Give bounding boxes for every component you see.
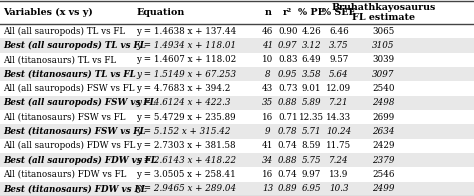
Text: 11.75: 11.75 [326, 141, 352, 150]
Text: y = 1.5149 x + 67.253: y = 1.5149 x + 67.253 [137, 70, 237, 79]
Text: Best (titanosaurs) FSW vs FL: Best (titanosaurs) FSW vs FL [3, 127, 146, 136]
Text: y = 4.7683 x + 394.2: y = 4.7683 x + 394.2 [137, 84, 231, 93]
Text: 13.9: 13.9 [329, 170, 348, 179]
Text: 0.73: 0.73 [278, 84, 298, 93]
Text: 3105: 3105 [372, 41, 395, 50]
Text: Variables (x vs y): Variables (x vs y) [3, 8, 92, 17]
Text: 3.12: 3.12 [301, 41, 321, 50]
Text: 16: 16 [262, 113, 273, 122]
Text: % PE: % PE [298, 8, 325, 17]
Text: 0.78: 0.78 [278, 127, 298, 136]
Text: 9.57: 9.57 [329, 55, 348, 64]
Text: 3039: 3039 [373, 55, 394, 64]
Text: 35: 35 [262, 98, 273, 107]
Text: y = 2.9465 x + 289.04: y = 2.9465 x + 289.04 [137, 184, 237, 193]
Text: Equation: Equation [137, 8, 185, 17]
Text: 8: 8 [265, 70, 271, 79]
Bar [0, 67, 474, 81]
Text: Best (all sauropods) FDW vs FL: Best (all sauropods) FDW vs FL [3, 156, 157, 165]
Text: y = 5.4729 x + 235.89: y = 5.4729 x + 235.89 [137, 113, 236, 122]
Text: 2429: 2429 [372, 141, 395, 150]
Bar [0, 38, 474, 53]
Text: 2379: 2379 [372, 156, 395, 165]
Text: 5.75: 5.75 [301, 156, 321, 165]
Text: r²: r² [283, 8, 292, 17]
Text: 4.26: 4.26 [301, 26, 321, 35]
Text: 8.59: 8.59 [302, 141, 321, 150]
Text: 0.97: 0.97 [278, 41, 298, 50]
Text: All (titanosaurs) FDW vs FL: All (titanosaurs) FDW vs FL [3, 170, 126, 179]
Text: 0.71: 0.71 [278, 113, 298, 122]
Text: n: n [264, 8, 271, 17]
Text: 46: 46 [262, 26, 273, 35]
Text: 7.21: 7.21 [329, 98, 349, 107]
Text: Best (titanosaurs) FDW vs FL: Best (titanosaurs) FDW vs FL [3, 184, 147, 193]
Text: 0.74: 0.74 [278, 170, 298, 179]
Text: 0.74: 0.74 [278, 141, 298, 150]
Text: 41: 41 [262, 41, 273, 50]
Text: 5.89: 5.89 [301, 98, 321, 107]
Text: 5.64: 5.64 [329, 70, 349, 79]
Text: 2699: 2699 [373, 113, 394, 122]
Text: 0.83: 0.83 [278, 55, 298, 64]
Text: 7.24: 7.24 [329, 156, 349, 165]
Text: 9: 9 [265, 127, 271, 136]
Text: All (titanosaurs) TL vs FL: All (titanosaurs) TL vs FL [3, 55, 116, 64]
Text: 3097: 3097 [372, 70, 395, 79]
Text: Best (titanosaurs) TL vs FL: Best (titanosaurs) TL vs FL [3, 70, 136, 79]
Text: Bruhathkayosaurus
FL estimate: Bruhathkayosaurus FL estimate [331, 3, 436, 22]
Text: 3065: 3065 [373, 26, 394, 35]
Text: y = 4.6124 x + 422.3: y = 4.6124 x + 422.3 [137, 98, 231, 107]
Text: 13: 13 [262, 184, 273, 193]
Text: 0.95: 0.95 [278, 70, 298, 79]
Text: 34: 34 [262, 156, 273, 165]
Text: y = 2.7303 x + 381.58: y = 2.7303 x + 381.58 [137, 141, 236, 150]
Bar [0, 124, 474, 139]
Text: % SEE: % SEE [322, 8, 356, 17]
Text: 2498: 2498 [372, 98, 395, 107]
Text: y = 3.0505 x + 258.41: y = 3.0505 x + 258.41 [137, 170, 236, 179]
Bar [0, 96, 474, 110]
Text: 6.49: 6.49 [301, 55, 321, 64]
Text: 14.33: 14.33 [326, 113, 352, 122]
Text: 12.35: 12.35 [299, 113, 324, 122]
Text: 10: 10 [262, 55, 273, 64]
Text: 0.90: 0.90 [278, 26, 298, 35]
Text: All (all sauropods) FDW vs FL: All (all sauropods) FDW vs FL [3, 141, 135, 150]
Text: 43: 43 [262, 84, 273, 93]
Text: 3.75: 3.75 [329, 41, 349, 50]
Text: 0.89: 0.89 [278, 184, 298, 193]
Text: 16: 16 [262, 170, 273, 179]
Text: y = 2.6143 x + 418.22: y = 2.6143 x + 418.22 [137, 156, 237, 165]
Text: y = 1.4638 x + 137.44: y = 1.4638 x + 137.44 [137, 26, 237, 35]
Text: 10.3: 10.3 [329, 184, 349, 193]
Text: 0.88: 0.88 [278, 156, 298, 165]
Text: All (titanosaurs) FSW vs FL: All (titanosaurs) FSW vs FL [3, 113, 125, 122]
Text: 41: 41 [262, 141, 273, 150]
Text: 6.95: 6.95 [301, 184, 321, 193]
Text: 2634: 2634 [372, 127, 395, 136]
Bar [0, 153, 474, 167]
Text: 5.71: 5.71 [301, 127, 321, 136]
Text: All (all sauropods) TL vs FL: All (all sauropods) TL vs FL [3, 26, 125, 35]
Text: 9.97: 9.97 [302, 170, 321, 179]
Text: Best (all sauropods) TL vs FL: Best (all sauropods) TL vs FL [3, 41, 146, 50]
Text: 10.24: 10.24 [326, 127, 352, 136]
Text: All (all sauropods) FSW vs FL: All (all sauropods) FSW vs FL [3, 84, 134, 93]
Bar [0, 182, 474, 196]
Text: Best (all sauropods) FSW vs FL: Best (all sauropods) FSW vs FL [3, 98, 155, 107]
Text: 2546: 2546 [372, 170, 395, 179]
Text: 3.58: 3.58 [301, 70, 321, 79]
Text: y = 1.4607 x + 118.02: y = 1.4607 x + 118.02 [137, 55, 237, 64]
Text: 2499: 2499 [372, 184, 395, 193]
Text: y = 5.152 x + 315.42: y = 5.152 x + 315.42 [137, 127, 231, 136]
Text: 0.88: 0.88 [278, 98, 298, 107]
Text: 12.09: 12.09 [326, 84, 352, 93]
Text: 9.01: 9.01 [301, 84, 321, 93]
Text: 2540: 2540 [372, 84, 395, 93]
Text: 6.46: 6.46 [329, 26, 349, 35]
Text: y = 1.4934 x + 118.01: y = 1.4934 x + 118.01 [137, 41, 237, 50]
